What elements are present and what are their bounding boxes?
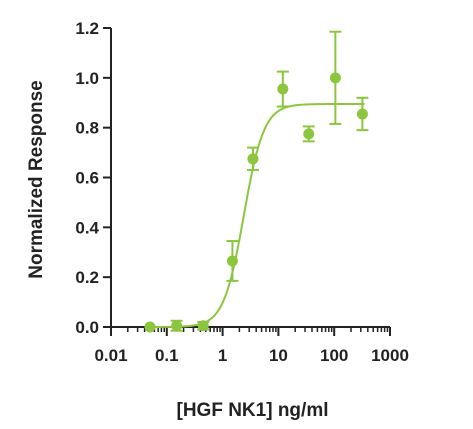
data-point	[329, 72, 341, 84]
y-tick-label: 1.0	[75, 69, 99, 88]
x-axis-ticks: 0.01 0.1 1 10 100 1000	[94, 327, 409, 365]
data-points-layer	[144, 72, 368, 333]
data-point	[247, 153, 259, 165]
x-tick-label: 0.01	[94, 346, 127, 365]
data-point	[356, 108, 368, 120]
fit-curve-layer	[144, 103, 365, 328]
y-tick-label: 0.4	[75, 218, 99, 237]
x-tick-label: 1	[218, 346, 227, 365]
x-tick-label: 10	[269, 346, 288, 365]
y-axis-title: Normalized Response	[26, 80, 47, 279]
y-tick-label: 0.0	[75, 318, 99, 337]
x-tick-label: 0.1	[155, 346, 179, 365]
data-point	[303, 128, 315, 140]
y-tick-label: 1.2	[75, 19, 99, 38]
data-point	[197, 320, 209, 332]
x-tick-label: 100	[320, 346, 348, 365]
x-tick-label: 1000	[371, 346, 409, 365]
data-point	[277, 83, 289, 95]
y-tick-label: 0.6	[75, 169, 99, 188]
data-point	[171, 320, 183, 332]
data-point	[226, 255, 238, 267]
data-point	[144, 321, 156, 333]
fit-curve	[144, 103, 365, 328]
y-tick-label: 0.2	[75, 268, 99, 287]
y-tick-label: 0.8	[75, 119, 99, 138]
x-axis-title: [HGF NK1] ng/ml	[177, 400, 329, 421]
y-axis-ticks: 0.0 0.2 0.4 0.6 0.8 1.0 1.2	[75, 19, 111, 337]
